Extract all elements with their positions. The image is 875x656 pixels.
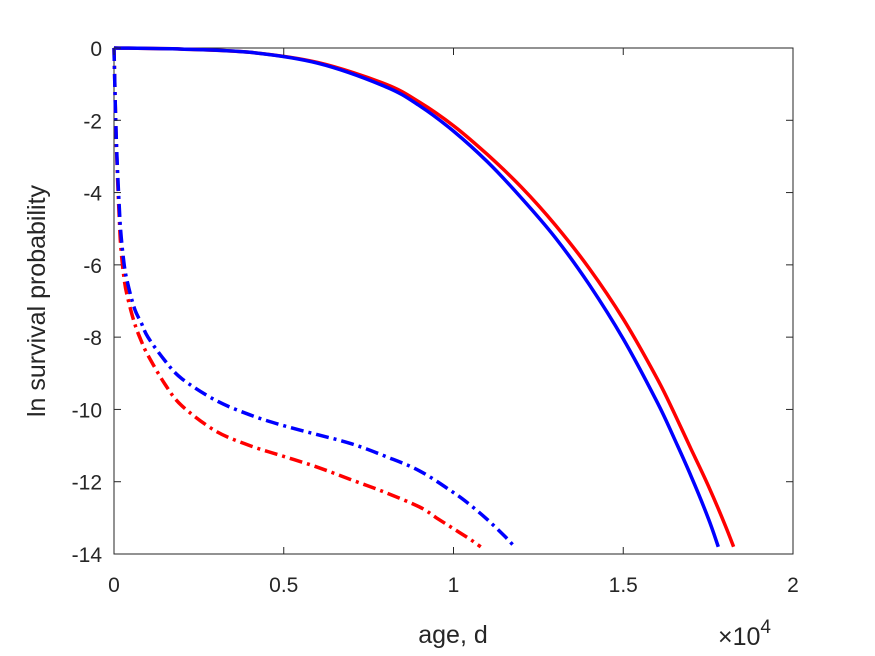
ticks-layer: 0 0.5 1 1.5 2 0 -2 -4 -6 -8 -10 -12 -14: [72, 38, 799, 597]
x-tick-label: 1.5: [609, 574, 638, 597]
y-tick-label: 0: [90, 38, 102, 61]
x-tick-label: 0: [108, 574, 120, 597]
y-tick-label: -8: [83, 327, 102, 350]
x-scale-multiplier: ×104: [718, 617, 771, 651]
x-axis-label: age, d: [418, 621, 488, 649]
x-scale-exponent: 4: [760, 617, 771, 638]
y-axis-label: ln survival probability: [23, 184, 51, 417]
x-tick-label: 1: [448, 574, 460, 597]
series-layer: [112, 46, 736, 549]
x-tick-label: 0.5: [269, 574, 298, 597]
series-line-blue-solid: [113, 46, 720, 548]
series-line-blue-dashdot: [112, 47, 516, 549]
y-tick-label: -10: [72, 399, 102, 422]
x-scale-base: ×10: [718, 623, 760, 651]
y-tick-label: -14: [72, 544, 103, 567]
y-tick-label: -6: [83, 255, 102, 278]
x-tick-label: 2: [787, 574, 799, 597]
y-tick-label: -4: [83, 183, 102, 206]
y-tick-label: -2: [83, 110, 102, 133]
y-tick-label: -12: [72, 472, 102, 495]
